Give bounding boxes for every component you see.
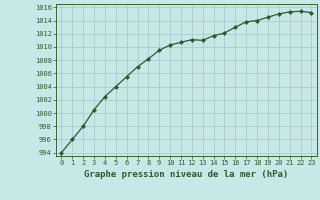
X-axis label: Graphe pression niveau de la mer (hPa): Graphe pression niveau de la mer (hPa)	[84, 170, 289, 179]
